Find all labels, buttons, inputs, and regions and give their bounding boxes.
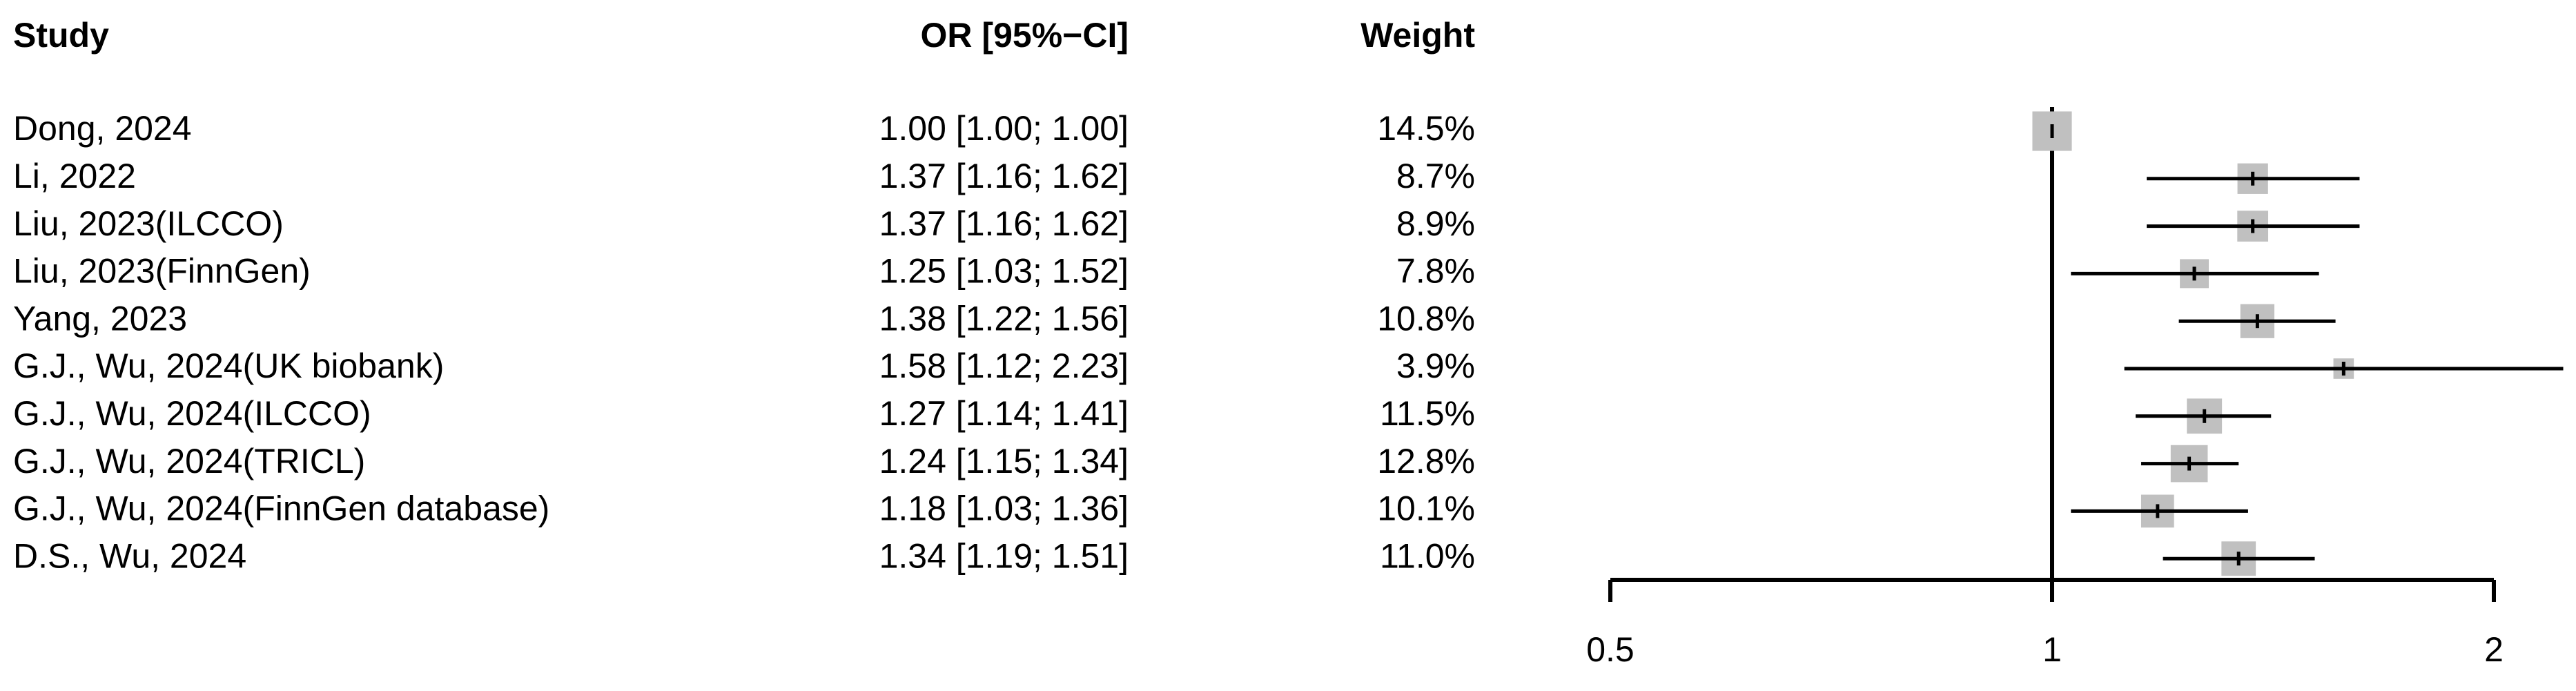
weight-label: 10.1%	[1377, 489, 1475, 528]
study-label: G.J., Wu, 2024(UK biobank)	[13, 347, 444, 385]
weight-label: 12.8%	[1377, 442, 1475, 480]
weight-label: 14.5%	[1377, 109, 1475, 148]
x-tick-label: 0.5	[1586, 630, 1635, 669]
study-label: G.J., Wu, 2024(TRICL)	[13, 442, 365, 480]
x-tick-label: 1	[2042, 630, 2062, 669]
ci-label: 1.24 [1.15; 1.34]	[879, 442, 1129, 480]
column-header: Weight	[1360, 16, 1475, 55]
weight-label: 3.9%	[1396, 347, 1475, 385]
column-header: Study	[13, 16, 109, 55]
ci-label: 1.00 [1.00; 1.00]	[879, 109, 1129, 148]
column-header: OR [95%−CI]	[921, 16, 1129, 55]
study-label: Yang, 2023	[13, 299, 187, 338]
study-label: D.S., Wu, 2024	[13, 536, 246, 575]
x-tick-label: 2	[2484, 630, 2504, 669]
ci-label: 1.25 [1.03; 1.52]	[879, 252, 1129, 291]
study-label: G.J., Wu, 2024(FinnGen database)	[13, 489, 549, 528]
weight-label: 11.0%	[1380, 536, 1475, 575]
study-label: Liu, 2023(FinnGen)	[13, 252, 311, 291]
weight-label: 10.8%	[1377, 299, 1475, 338]
ci-label: 1.58 [1.12; 2.23]	[879, 347, 1129, 385]
study-label: G.J., Wu, 2024(ILCCO)	[13, 394, 371, 433]
weight-label: 8.7%	[1396, 157, 1475, 195]
study-label: Li, 2022	[13, 157, 136, 195]
ci-label: 1.18 [1.03; 1.36]	[879, 489, 1129, 528]
ci-label: 1.37 [1.16; 1.62]	[879, 157, 1129, 195]
ci-label: 1.34 [1.19; 1.51]	[879, 536, 1129, 575]
study-label: Liu, 2023(ILCCO)	[13, 204, 284, 243]
weight-label: 11.5%	[1380, 394, 1475, 433]
ci-label: 1.37 [1.16; 1.62]	[879, 204, 1129, 243]
study-label: Dong, 2024	[13, 109, 192, 148]
weight-label: 7.8%	[1396, 252, 1475, 291]
ci-label: 1.38 [1.22; 1.56]	[879, 299, 1129, 338]
ci-label: 1.27 [1.14; 1.41]	[879, 394, 1129, 433]
weight-label: 8.9%	[1396, 204, 1475, 243]
